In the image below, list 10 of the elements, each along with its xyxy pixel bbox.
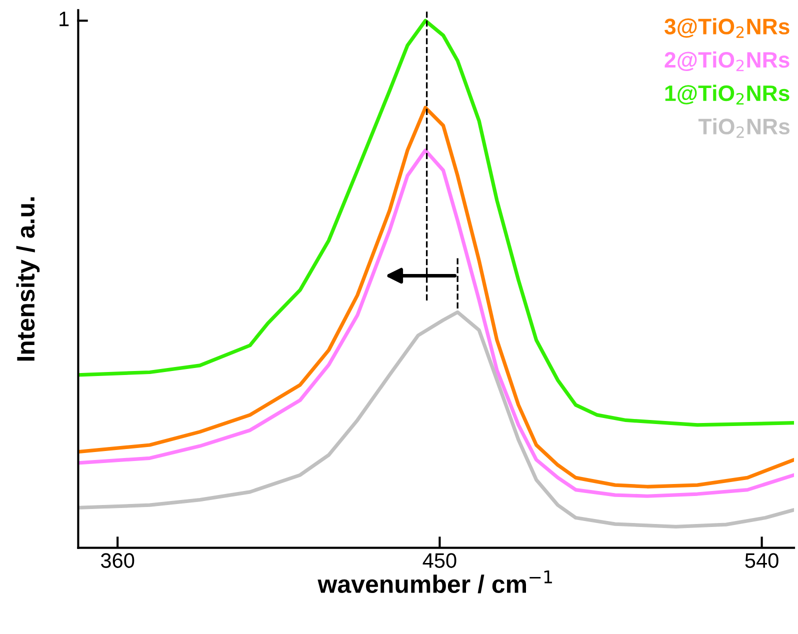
x-tick-label: 540 [745,553,778,568]
text: 2@TiO$_{2}$NRs [664,51,790,72]
text: 3@TiO$_{2}$NRs [664,18,790,38]
y-axis-title: Intensity / a.u. [16,197,40,361]
x-tick-label: 450 [422,553,456,568]
text: TiO$_{2}$NRs [698,118,790,138]
text: 1 [60,12,69,26]
text: 1@TiO$_{2}$NRs [665,84,790,105]
x-tick-label: 360 [100,553,134,568]
x-axis-title: wavenumber / cm$^{−1}$ [318,570,552,594]
